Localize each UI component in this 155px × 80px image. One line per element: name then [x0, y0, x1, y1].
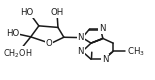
Text: HO: HO: [6, 29, 19, 38]
Text: HO: HO: [20, 8, 33, 17]
Text: N: N: [102, 55, 108, 64]
Text: N: N: [99, 24, 105, 33]
Text: OH: OH: [51, 8, 64, 17]
Text: N: N: [78, 47, 84, 56]
Text: CH$_3$: CH$_3$: [127, 45, 145, 58]
Text: CH$_2$OH: CH$_2$OH: [2, 47, 32, 60]
Text: O: O: [46, 39, 52, 48]
Text: N: N: [78, 33, 84, 42]
